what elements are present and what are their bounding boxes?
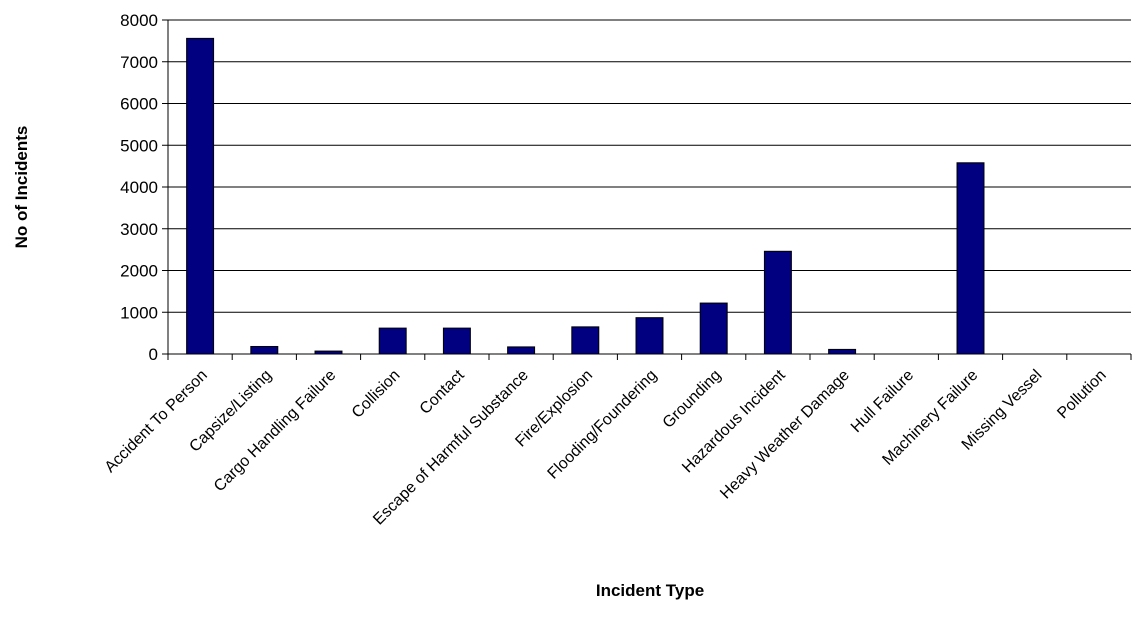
bar [186,37,215,355]
x-tick-label: Heavy Weather Damage [717,367,853,503]
x-tick-label: Cargo Handling Failure [211,367,339,495]
y-tick-label: 6000 [120,95,158,114]
bar [442,327,471,355]
y-tick-label: 7000 [120,53,158,72]
bar [250,345,279,355]
y-tick-label: 4000 [120,178,158,197]
bar [635,317,664,355]
x-tick-label: Hull Failure [848,367,917,436]
bar [378,327,407,355]
bar [763,250,792,355]
y-tick-label: 5000 [120,136,158,155]
bar [699,302,728,355]
bars [186,37,985,355]
gridlines [168,19,1131,313]
axes [167,20,1132,360]
bar [956,162,985,355]
y-tick-label: 2000 [120,262,158,281]
x-tick-label: Accident To Person [102,367,211,476]
y-tick-label: 1000 [120,303,158,322]
y-axis-ticks: 0 1000 2000 3000 4000 5000 6000 7000 8000 [120,11,168,364]
x-tick-label: Grounding [660,367,725,432]
bar [507,346,536,355]
y-tick-label: 8000 [120,11,158,30]
x-tick-label: Contact [417,366,468,417]
y-tick-label: 0 [149,345,158,364]
x-axis-title: Incident Type [596,581,704,600]
y-tick-label: 3000 [120,220,158,239]
x-tick-label: Flooding/Foundering [545,367,661,483]
x-tick-label: Collision [349,367,404,422]
bar [828,348,857,355]
y-axis-title: No of Incidents [12,126,31,249]
x-tick-label: Pollution [1054,367,1109,422]
bar [571,326,600,355]
